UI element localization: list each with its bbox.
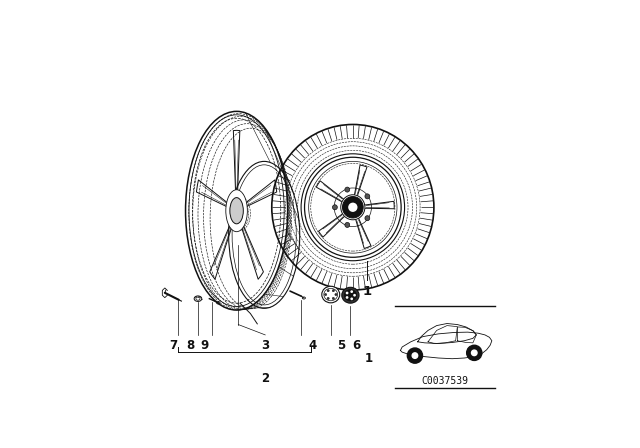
Circle shape [353, 294, 356, 297]
Ellipse shape [345, 223, 349, 228]
Ellipse shape [230, 198, 243, 224]
Ellipse shape [322, 286, 340, 303]
Text: 6: 6 [352, 339, 360, 352]
Text: 5: 5 [337, 339, 345, 352]
Ellipse shape [305, 157, 401, 257]
Ellipse shape [333, 205, 337, 210]
Text: 1: 1 [364, 352, 372, 365]
Circle shape [350, 290, 353, 293]
Ellipse shape [272, 125, 434, 290]
Ellipse shape [342, 287, 359, 303]
Text: 4: 4 [308, 339, 317, 352]
Ellipse shape [345, 187, 349, 192]
Circle shape [332, 297, 334, 299]
Text: 1: 1 [362, 285, 371, 298]
Circle shape [472, 350, 477, 356]
Circle shape [327, 297, 329, 299]
Ellipse shape [365, 215, 370, 221]
Circle shape [332, 289, 334, 292]
Ellipse shape [226, 190, 248, 232]
Circle shape [346, 296, 348, 299]
Text: 3: 3 [261, 339, 269, 352]
Ellipse shape [342, 197, 363, 218]
Text: 7: 7 [170, 339, 177, 352]
Circle shape [350, 297, 353, 300]
Circle shape [346, 292, 348, 294]
Circle shape [467, 345, 482, 361]
Ellipse shape [348, 202, 358, 212]
Circle shape [412, 353, 418, 358]
Text: 2: 2 [261, 371, 269, 384]
Ellipse shape [365, 194, 370, 199]
Text: 9: 9 [201, 339, 209, 352]
Text: C0037539: C0037539 [422, 375, 468, 386]
Circle shape [324, 293, 326, 296]
Circle shape [327, 289, 329, 292]
Text: 8: 8 [187, 339, 195, 352]
Circle shape [407, 348, 422, 363]
Circle shape [335, 293, 337, 296]
Ellipse shape [344, 289, 356, 301]
Ellipse shape [340, 195, 365, 220]
